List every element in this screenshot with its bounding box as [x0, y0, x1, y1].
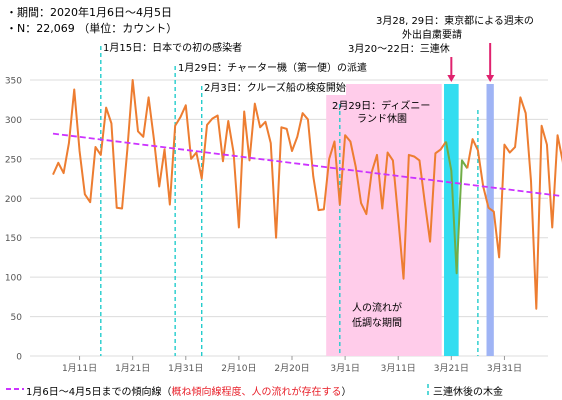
trend-legend-note: 概ね傾向線程度、人の流れが存在する — [171, 387, 342, 398]
x-tick-label-2020-03-11: 3月11日 — [381, 363, 416, 374]
sample-size-label: ・N：22,069 （単位：カウント） — [6, 22, 178, 35]
trend-legend-suffix: ） — [341, 387, 352, 398]
arrow-three-day-weekend-head — [447, 75, 456, 82]
annotation-jan15: 1月15日：日本での初の感染者 — [103, 42, 243, 55]
annotation-feb29-line1: 2月29日：ディズニー — [332, 101, 431, 112]
series-line-after — [466, 96, 562, 310]
low-flow-band — [326, 84, 442, 356]
y-tick-label-0: 0 — [16, 353, 22, 363]
trend-layer — [52, 132, 562, 197]
x-tick-label-2020-01-21: 1月21日 — [115, 363, 150, 374]
annotation-mar28-line2: 外出自粛要請 — [402, 29, 462, 42]
y-axis: 0 50 100 150 200 250 300 350 — [5, 77, 22, 363]
y-tick-label-250: 250 — [5, 155, 22, 165]
x-tick-label-2020-01-11: 1月11日 — [62, 363, 97, 374]
weekend-request-band — [486, 84, 494, 356]
y-tick-label-350: 350 — [5, 77, 22, 87]
y-tick-label-300: 300 — [5, 116, 22, 126]
x-tick-label-2020-03-21: 3月21日 — [434, 363, 469, 374]
y-tick-label-150: 150 — [5, 234, 22, 244]
arrow-weekend-request-head — [486, 75, 495, 82]
band-arrows — [447, 43, 495, 82]
series-layer — [52, 79, 562, 310]
series-line-low-period — [445, 141, 469, 275]
trend-line — [52, 132, 562, 197]
x-axis: 1月11日 1月21日 1月31日 2月10日 2月20日 3月1日 3月11日 3月21日 3… — [62, 356, 522, 374]
three-day-weekend-band — [444, 84, 459, 356]
x-tick-label-2020-02-10: 2月10日 — [221, 363, 256, 374]
highlight-bands — [326, 84, 494, 356]
low-flow-label-line2: 低調な期間 — [352, 318, 402, 329]
x-tick-label-2020-03-01: 3月1日 — [330, 363, 359, 374]
x-tick-label-2020-03-31: 3月31日 — [487, 363, 522, 374]
y-tick-label-50: 50 — [11, 313, 23, 323]
event-lines — [100, 46, 479, 356]
annotation-jan29: 1月29日：チャーター機（第一便）の派遣 — [178, 62, 367, 75]
annotation-mar20: 3月20～22日：三連休 — [348, 43, 450, 56]
y-tick-label-200: 200 — [5, 195, 22, 205]
trend-legend-label: 1月6日～4月5日までの傾向線（概ね傾向線程度、人の流れが存在する） — [26, 383, 351, 398]
low-flow-label-line1: 人の流れが — [352, 303, 402, 314]
annotation-feb29-line2: ランド休園 — [357, 114, 407, 125]
x-tick-label-2020-01-31: 1月31日 — [168, 363, 203, 374]
annotation-feb3: 2月3日：クルーズ船の検疫開始 — [204, 82, 346, 95]
holiday-legend-label: 三連休後の木金 — [433, 387, 503, 398]
series-line-before — [52, 79, 447, 280]
period-label: ・期間：2020年1月6日～4月5日 — [6, 6, 172, 19]
grid-lines — [30, 79, 548, 357]
y-tick-label-100: 100 — [5, 274, 22, 284]
x-tick-label-2020-02-20: 2月20日 — [274, 363, 309, 374]
trend-legend-prefix: 1月6日～4月5日までの傾向線（ — [26, 387, 172, 398]
annotation-mar28-line1: 3月28, 29日：東京都による週末の — [376, 15, 534, 28]
